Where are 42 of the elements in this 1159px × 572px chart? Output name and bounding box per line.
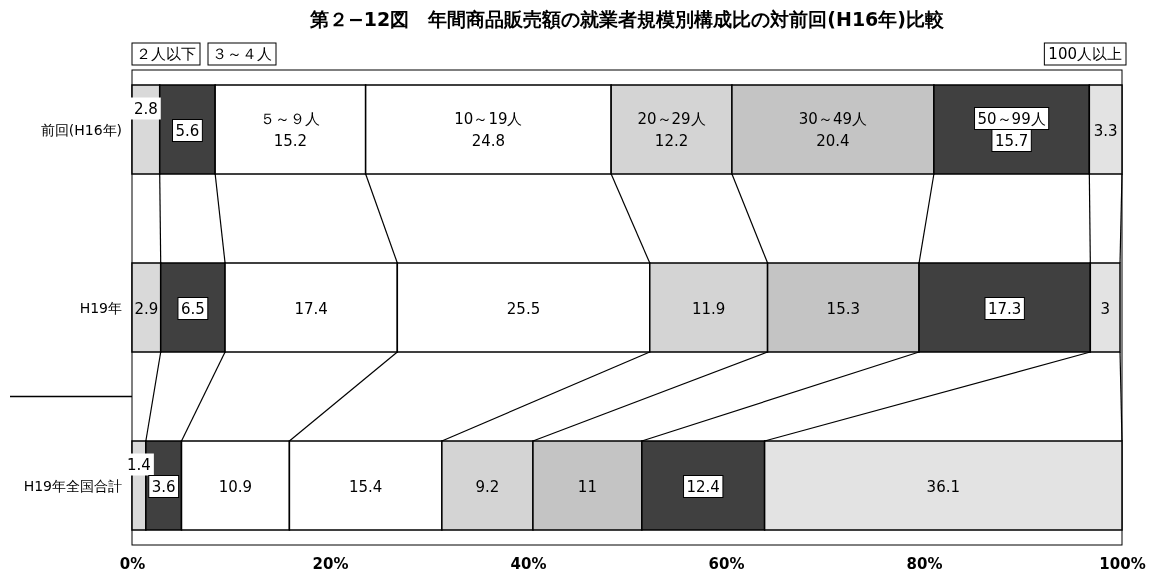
data-label: 3.3 <box>1093 121 1118 140</box>
data-label: 1.4 <box>127 455 151 474</box>
y-tick-label: H19年全国合計 <box>23 477 122 494</box>
data-label: 5.6 <box>175 121 200 140</box>
x-tick-label: 60% <box>708 555 745 572</box>
data-label: 11 <box>577 477 597 496</box>
data-label: 15.2 <box>273 131 308 150</box>
data-label: 3.6 <box>151 477 176 496</box>
data-label: 36.1 <box>926 477 961 496</box>
data-label: 17.3 <box>987 299 1022 318</box>
data-label: 10.9 <box>218 477 253 496</box>
x-tick-label: 80% <box>906 555 943 572</box>
data-label: 6.5 <box>180 299 205 318</box>
data-label: 15.4 <box>348 477 383 496</box>
x-tick-label: 100% <box>1099 555 1146 572</box>
y-tick-label: 前回(H16年) <box>40 121 122 138</box>
data-label: 15.3 <box>826 299 861 318</box>
series-label: 30～49人 <box>798 109 868 128</box>
series-label: ５～９人 <box>260 109 321 128</box>
series-label: 20～29人 <box>637 109 706 128</box>
series-label: ２人以下 <box>136 45 196 63</box>
data-label: 20.4 <box>816 131 850 150</box>
data-label: 17.4 <box>294 299 328 318</box>
series-label: 100人以上 <box>1048 45 1122 63</box>
data-label: 25.5 <box>506 299 541 318</box>
chart-title: 第２−12図 年間商品販売額の就業者規模別構成比の対前回(H16年)比較 <box>308 8 946 30</box>
x-tick-label: 40% <box>510 555 547 572</box>
legend-label: ３～４人 <box>212 45 272 63</box>
data-label: 15.7 <box>994 131 1029 150</box>
data-label: 3 <box>1100 299 1110 318</box>
data-label: 9.2 <box>475 477 500 496</box>
data-label: 12.4 <box>686 477 720 496</box>
data-label: 11.9 <box>691 299 726 318</box>
x-tick-label: 0% <box>119 555 146 572</box>
y-tick-label: H19年 <box>79 299 122 316</box>
data-label: 12.2 <box>654 131 689 150</box>
data-label: 24.8 <box>471 131 506 150</box>
data-label: 2.9 <box>134 299 159 318</box>
series-label: 50～99人 <box>977 109 1046 128</box>
data-label: 2.8 <box>133 99 158 118</box>
x-tick-label: 20% <box>312 555 349 572</box>
series-label: 10～19人 <box>454 109 523 128</box>
